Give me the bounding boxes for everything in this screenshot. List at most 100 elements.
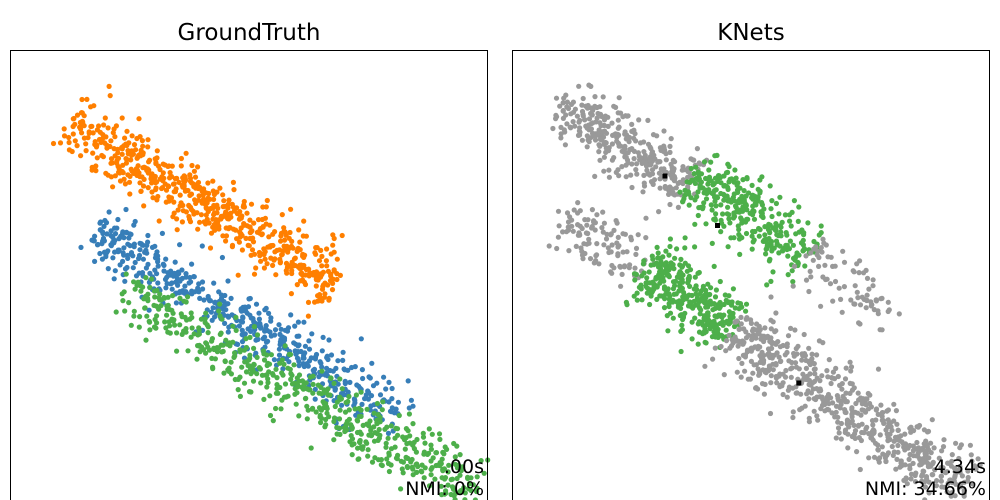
data-point [613,169,619,175]
data-point [123,271,129,277]
data-point [172,322,178,328]
data-point [589,130,596,136]
data-point [749,246,755,252]
data-point [340,357,346,363]
data-point [604,231,610,237]
data-point [776,354,782,360]
data-point [171,317,177,323]
data-point [670,315,676,321]
data-point [698,288,704,294]
data-point [148,174,154,180]
data-point [633,251,639,257]
data-point [764,282,770,288]
data-point [254,371,260,377]
data-point [342,367,348,373]
data-point [737,326,743,332]
data-point [112,268,118,274]
data-point [806,358,813,364]
data-point [870,277,876,283]
data-point [383,386,389,392]
data-point [457,489,463,495]
data-point [164,281,170,287]
data-point [140,152,146,158]
data-point [106,83,112,89]
data-point [865,390,871,397]
data-point [956,455,962,462]
data-point [718,229,724,235]
data-point [386,468,392,475]
data-point [197,219,203,225]
data-point [149,276,155,282]
data-point [142,305,148,311]
data-point [135,163,141,169]
data-point [768,380,774,386]
data-point [637,157,643,163]
data-point [608,249,614,255]
data-point [774,380,780,386]
data-point [330,368,336,374]
data-point [358,444,364,451]
data-point [110,255,116,261]
data-point [855,390,861,396]
data-point [324,263,330,269]
data-point [830,369,837,375]
data-point [168,281,174,287]
data-point [764,243,770,249]
data-point [152,156,158,162]
data-point [894,456,900,462]
data-point [647,301,653,308]
data-point [820,236,826,242]
data-point [640,159,647,165]
data-point [646,155,653,161]
data-point [163,256,169,262]
data-point [750,370,756,376]
data-point [553,116,559,122]
data-point [615,117,621,123]
data-point [163,199,169,205]
data-point [604,146,610,152]
data-point [866,286,872,292]
data-point [131,313,137,319]
data-point [91,238,97,244]
data-point [714,329,720,335]
data-point [698,307,704,313]
data-point [670,168,677,174]
data-point [605,245,611,251]
data-point [163,285,169,291]
data-point [592,94,598,100]
data-point [932,467,938,473]
data-point [711,181,717,187]
data-point [736,207,742,213]
data-point [359,401,365,407]
data-point [481,470,487,476]
data-point [734,318,740,324]
data-point [183,271,189,277]
data-point [339,386,345,392]
data-point [189,261,195,267]
data-point [891,401,897,407]
data-point [858,437,865,444]
data-point [590,107,596,113]
data-point [362,396,368,402]
data-point [629,121,635,127]
data-point [171,181,177,187]
data-point [766,350,772,356]
data-point [266,310,272,316]
data-point [457,452,463,458]
data-point [916,445,922,451]
data-point [428,472,434,478]
data-point [663,288,670,294]
data-point [272,332,278,338]
data-point [820,340,826,346]
data-point [674,299,680,305]
data-point [675,204,682,210]
data-point [781,245,787,251]
data-point [746,332,752,338]
data-point [849,405,855,411]
data-point [342,409,349,415]
data-point [618,283,624,289]
data-point [920,468,926,474]
data-point [758,355,765,361]
data-point [319,348,325,354]
data-point [223,307,229,313]
